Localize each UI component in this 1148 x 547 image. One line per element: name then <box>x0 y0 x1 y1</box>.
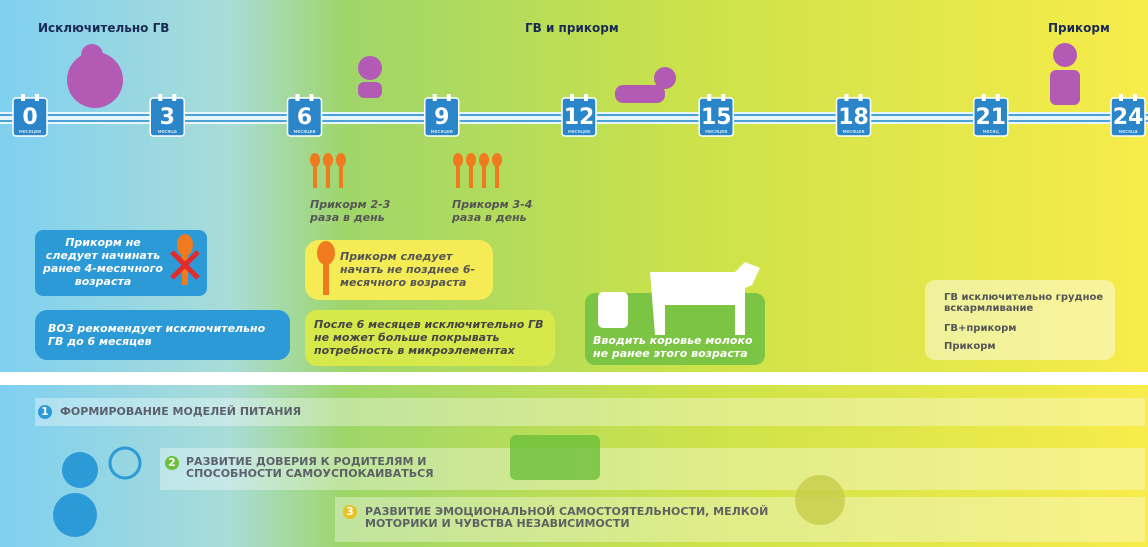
marker-ring <box>172 94 176 101</box>
dev-number: 1 <box>38 405 52 419</box>
month-number: 9 <box>434 105 449 130</box>
toddler-icon <box>1053 43 1077 67</box>
month-unit: месяц <box>983 129 1000 135</box>
crawling-baby-icon <box>615 85 665 103</box>
month-unit: месяцев <box>705 129 727 135</box>
month-number: 21 <box>975 105 1006 130</box>
marker-ring <box>859 94 863 101</box>
marker-ring <box>296 94 300 101</box>
note-text: Прикорм следует начать не позднее 6-меся… <box>340 250 485 289</box>
month-number: 15 <box>701 105 732 130</box>
marker-ring <box>1119 94 1123 101</box>
month-number: 3 <box>160 105 175 130</box>
dev-number: 3 <box>343 505 357 519</box>
month-unit: месяца <box>158 129 177 135</box>
spoon-icon <box>323 260 329 295</box>
note-text: Вводить коровье молоко не ранее этого во… <box>593 334 763 360</box>
month-number: 18 <box>838 105 869 130</box>
crib-icon <box>510 435 600 480</box>
marker-ring <box>570 94 574 101</box>
child-icon <box>795 475 845 525</box>
legend-entry: ГВ+прикорм <box>944 322 1016 335</box>
marker-ring <box>35 94 39 101</box>
marker-ring <box>1133 94 1137 101</box>
feeding-label: Прикорм 2-3 раза в день <box>310 198 400 224</box>
parent-icon <box>62 452 98 488</box>
month-number: 12 <box>564 105 595 130</box>
marker-ring <box>845 94 849 101</box>
dev-text: ФОРМИРОВАНИЕ МОДЕЛЕЙ ПИТАНИЯ <box>60 406 301 418</box>
cup-icon <box>598 292 628 328</box>
note-text: ВОЗ рекомендует исключительно ГВ до 6 ме… <box>48 322 278 348</box>
parent-icon <box>53 493 97 537</box>
marker-ring <box>721 94 725 101</box>
month-unit: месяца <box>1118 129 1137 135</box>
stage-label: ГВ и прикорм <box>525 22 619 35</box>
dev-number: 2 <box>165 456 179 470</box>
month-unit: месяцев <box>842 129 864 135</box>
legend-entry: ГВ исключительно грудное вскармливание <box>944 292 1109 314</box>
month-unit: месяцев <box>293 129 315 135</box>
marker-ring <box>433 94 437 101</box>
baby-icon <box>358 56 382 80</box>
crawling-baby-icon <box>654 67 676 89</box>
feeding-label: Прикорм 3-4 раза в день <box>452 198 542 224</box>
month-unit: месяцев <box>568 129 590 135</box>
note-text: После 6 месяцев исключительно ГВ не може… <box>314 318 549 357</box>
marker-ring <box>447 94 451 101</box>
marker-ring <box>158 94 162 101</box>
mother-icon <box>81 44 103 66</box>
dev-text: РАЗВИТИЕ ДОВЕРИЯ К РОДИТЕЛЯМ И СПОСОБНОС… <box>186 456 466 480</box>
marker-ring <box>310 94 314 101</box>
legend-entry: Прикорм <box>944 340 996 353</box>
baby-icon <box>358 82 382 98</box>
month-number: 0 <box>22 105 37 130</box>
note-text: Прикорм не следует начинать ранее 4-меся… <box>42 236 164 288</box>
month-number: 24 <box>1113 105 1144 130</box>
month-unit: месяцев <box>19 129 41 135</box>
toddler-icon <box>1050 70 1080 105</box>
stage-label: Прикорм <box>1048 22 1110 35</box>
infographic: 0месяцев3месяца6месяцев9месяцев12месяцев… <box>0 0 1148 547</box>
month-number: 6 <box>297 105 312 130</box>
marker-ring <box>21 94 25 101</box>
marker-ring <box>996 94 1000 101</box>
marker-ring <box>707 94 711 101</box>
dev-text: РАЗВИТИЕ ЭМОЦИОНАЛЬНОЙ САМОСТОЯТЕЛЬНОСТИ… <box>365 506 785 530</box>
marker-ring <box>982 94 986 101</box>
stage-label: Исключительно ГВ <box>38 22 169 35</box>
marker-ring <box>584 94 588 101</box>
month-unit: месяцев <box>431 129 453 135</box>
